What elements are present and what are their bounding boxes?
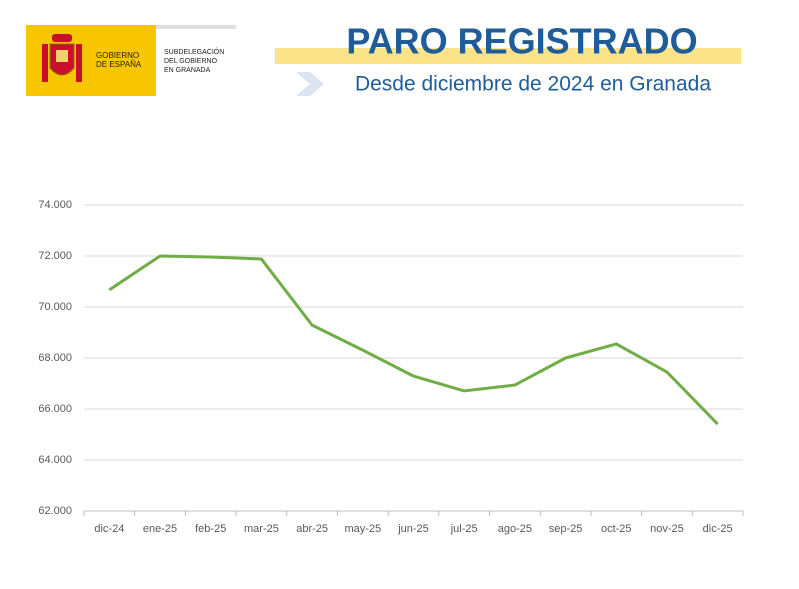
arrow-icon <box>296 72 324 96</box>
coat-of-arms <box>42 34 82 82</box>
logo-panel <box>156 25 236 96</box>
line-series <box>108 254 719 426</box>
x-tick-label: jun-25 <box>397 523 429 535</box>
x-tick-label: feb-25 <box>195 523 226 535</box>
y-tick-label: 68.000 <box>38 352 72 364</box>
y-tick-label: 72.000 <box>38 250 72 262</box>
y-tick-label: 66.000 <box>38 403 72 415</box>
logo-text: DE ESPAÑA <box>96 60 142 69</box>
logo-text: SUBDELEGACIÓN <box>164 47 224 56</box>
title-band <box>275 48 741 64</box>
x-tick-label: jul-25 <box>450 523 478 535</box>
x-tick-label: abr-25 <box>296 523 328 535</box>
chart-subtitle: Desde diciembre de 2024 en Granada <box>355 73 711 96</box>
chart-title: PARO REGISTRADO <box>346 21 697 62</box>
x-tick-label: oct-25 <box>601 523 632 535</box>
y-tick-label: 74.000 <box>38 199 72 211</box>
x-tick-label: dic-24 <box>94 523 124 535</box>
logo-text: DEL GOBIERNO <box>164 58 218 65</box>
x-tick-label: ene-25 <box>143 523 177 535</box>
x-tick-label: ago-25 <box>498 523 532 535</box>
x-tick-label: may-25 <box>344 523 381 535</box>
y-tick-label: 64.000 <box>38 454 72 466</box>
x-tick-label: nov-25 <box>650 523 684 535</box>
x-tick-label: dic-25 <box>703 523 733 535</box>
y-tick-label: 62.000 <box>38 505 72 517</box>
y-tick-label: 70.000 <box>38 301 72 313</box>
logo-text: EN GRANADA <box>164 67 211 74</box>
x-tick-label: mar-25 <box>244 523 279 535</box>
x-tick-label: sep-25 <box>549 523 583 535</box>
logo-text: GOBIERNO <box>96 51 139 60</box>
